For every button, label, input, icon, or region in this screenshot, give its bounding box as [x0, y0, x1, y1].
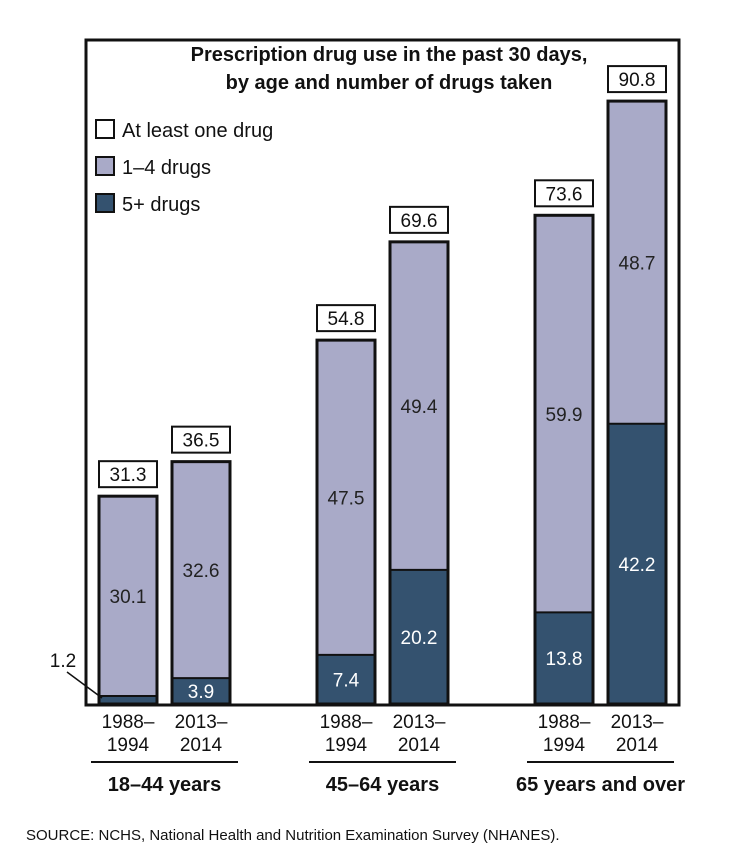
bar-segment-1-4-g2-b1: [317, 340, 375, 655]
chart-title-line-2: by age and number of drugs taken: [226, 72, 553, 94]
period-label-g3-b1-line-1: 1988–: [538, 712, 591, 733]
total-value-g2-b1: 54.8: [328, 309, 365, 330]
period-label-g2-b1-line-1: 1988–: [320, 712, 373, 733]
bar-value-1-4-g1-b2: 32.6: [183, 561, 220, 582]
bar-value-1-4-g3-b1: 59.9: [546, 405, 583, 426]
callout-label: 1.2: [50, 651, 76, 672]
period-label-g1-b1-line-2: 1994: [107, 735, 150, 756]
period-label-g1-b2-line-2: 2014: [180, 735, 223, 756]
bar-value-5plus-g1-b2: 3.9: [188, 682, 214, 703]
bar-value-5plus-g2-b2: 20.2: [401, 628, 438, 649]
bar-segment-5plus-g1-b2: [172, 678, 230, 704]
bar-outline-g1-b2: [170, 460, 232, 706]
legend-label-at-least-one: At least one drug: [122, 120, 273, 142]
period-label-g3-b2-line-1: 2013–: [611, 712, 664, 733]
period-label-g2-b1-line-2: 1994: [325, 735, 368, 756]
period-label-g1-b2-line-1: 2013–: [175, 712, 228, 733]
bar-segment-5plus-g2-b2: [390, 569, 448, 704]
bar-value-1-4-g1-b1: 30.1: [110, 587, 147, 608]
bar-value-1-4-g3-b2: 48.7: [619, 253, 656, 274]
bar-outline-g3-b2: [606, 99, 668, 706]
bar-segment-1-4-g1-b1: [99, 496, 157, 697]
group-label-g1: 18–44 years: [108, 774, 221, 796]
total-box-g2-b1: [316, 304, 376, 333]
group-label-g2: 45–64 years: [326, 774, 439, 796]
period-label-g2-b2-line-1: 2013–: [393, 712, 446, 733]
bar-segment-5plus-g1-b1: [99, 696, 157, 704]
chart-title-line-1: Prescription drug use in the past 30 day…: [191, 44, 588, 66]
legend-label-1-4-drugs: 1–4 drugs: [122, 157, 211, 179]
callout-line: [66, 671, 103, 699]
legend-swatch-at-least-one: [95, 119, 115, 139]
bar-value-5plus-g3-b2: 42.2: [619, 555, 656, 576]
total-value-g1-b2: 36.5: [183, 431, 220, 452]
period-label-g3-b1-line-2: 1994: [543, 735, 586, 756]
bars-layer: 30.131.31988–199432.63.936.52013–201418–…: [91, 65, 685, 796]
total-value-g2-b2: 69.6: [401, 211, 438, 232]
total-box-g1-b1: [98, 460, 158, 489]
total-value-g3-b1: 73.6: [546, 184, 583, 205]
period-label-g2-b2-line-2: 2014: [398, 735, 441, 756]
legend-swatch-1-4-drugs: [95, 156, 115, 176]
bar-segment-5plus-g3-b1: [535, 612, 593, 704]
period-label-g1-b1-line-1: 1988–: [102, 712, 155, 733]
total-box-g3-b2: [607, 65, 667, 94]
bar-value-5plus-g3-b1: 13.8: [546, 649, 583, 670]
legend-swatch-5-plus-drugs: [95, 193, 115, 213]
bar-value-1-4-g2-b1: 47.5: [328, 488, 365, 509]
total-box-g2-b2: [389, 205, 449, 234]
period-label-g3-b2-line-2: 2014: [616, 735, 659, 756]
bar-outline-g1-b1: [97, 494, 159, 706]
bar-outline-g3-b1: [533, 213, 595, 706]
bar-segment-1-4-g2-b2: [390, 241, 448, 570]
total-value-g3-b2: 90.8: [619, 70, 656, 91]
bar-segment-1-4-g1-b2: [172, 461, 230, 679]
bar-segment-5plus-g3-b2: [608, 423, 666, 704]
bar-outline-g2-b1: [315, 338, 377, 706]
total-value-g1-b1: 31.3: [110, 465, 147, 486]
group-label-g3: 65 years and over: [516, 774, 685, 796]
bar-value-5plus-g2-b1: 7.4: [333, 670, 360, 691]
legend-label-5-plus-drugs: 5+ drugs: [122, 194, 200, 216]
total-box-g1-b2: [171, 425, 231, 454]
legend: At least one drug 1–4 drugs 5+ drugs: [95, 119, 273, 216]
bar-outline-g2-b2: [388, 240, 450, 706]
source-note: SOURCE: NCHS, National Health and Nutrit…: [26, 827, 560, 844]
bar-segment-5plus-g2-b1: [317, 654, 375, 704]
bar-value-1-4-g2-b2: 49.4: [401, 397, 438, 418]
total-box-g3-b1: [534, 179, 594, 208]
bar-segment-1-4-g3-b2: [608, 101, 666, 424]
bar-segment-1-4-g3-b1: [535, 215, 593, 613]
